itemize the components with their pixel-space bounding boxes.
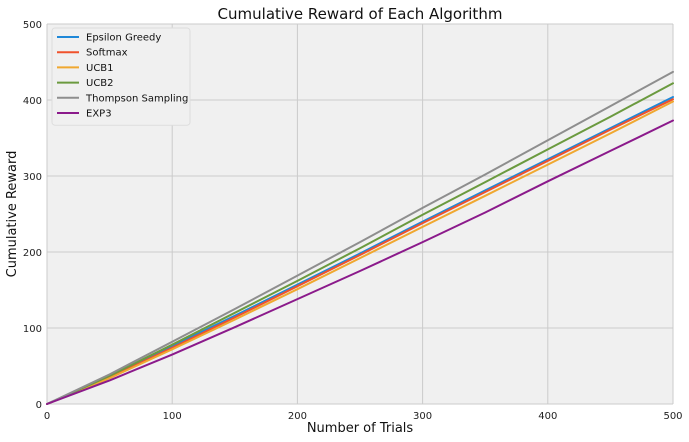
series-line-exp3 xyxy=(46,119,674,405)
legend-label-ucb1: UCB1 xyxy=(86,63,114,74)
legend-label-epsilon-greedy: Epsilon Greedy xyxy=(86,33,161,44)
gridlines xyxy=(46,23,674,405)
y-tick-label: 200 xyxy=(23,248,42,259)
chart-title: Cumulative Reward of Each Algorithm xyxy=(218,5,503,23)
y-tick-label: 300 xyxy=(23,172,42,183)
series-line-ucb1 xyxy=(46,100,674,405)
x-tick-labels: 0 100 200 300 400 500 xyxy=(44,411,683,422)
legend-label-thompson-sampling: Thompson Sampling xyxy=(85,93,188,104)
series-line-thompson-sampling xyxy=(46,70,674,405)
x-tick-label: 400 xyxy=(538,411,557,422)
legend-label-ucb2: UCB2 xyxy=(86,78,114,89)
legend-box xyxy=(51,27,191,126)
y-tick-label: 400 xyxy=(23,96,42,107)
series-line-softmax xyxy=(46,98,674,405)
x-tick-label: 100 xyxy=(163,411,182,422)
legend-label-softmax: Softmax xyxy=(86,48,128,59)
series-line-epsilon-greedy xyxy=(46,96,674,405)
y-tick-label: 500 xyxy=(23,20,42,31)
y-axis-label: Cumulative Reward xyxy=(5,151,20,278)
y-tick-label: 0 xyxy=(36,400,42,411)
series-line-ucb2 xyxy=(46,82,674,405)
x-axis-label: Number of Trials xyxy=(307,421,414,436)
series-lines xyxy=(46,70,674,405)
y-tick-labels: 0 100 200 300 400 500 xyxy=(23,20,42,411)
x-tick-label: 300 xyxy=(413,411,432,422)
x-tick-label: 500 xyxy=(663,411,682,422)
x-tick-label: 0 xyxy=(44,411,50,422)
x-tick-label: 200 xyxy=(288,411,307,422)
legend-label-exp3: EXP3 xyxy=(86,109,112,120)
legend: Epsilon Greedy Softmax UCB1 UCB2 Thompson Sa… xyxy=(51,27,191,126)
y-tick-label: 100 xyxy=(23,324,42,335)
